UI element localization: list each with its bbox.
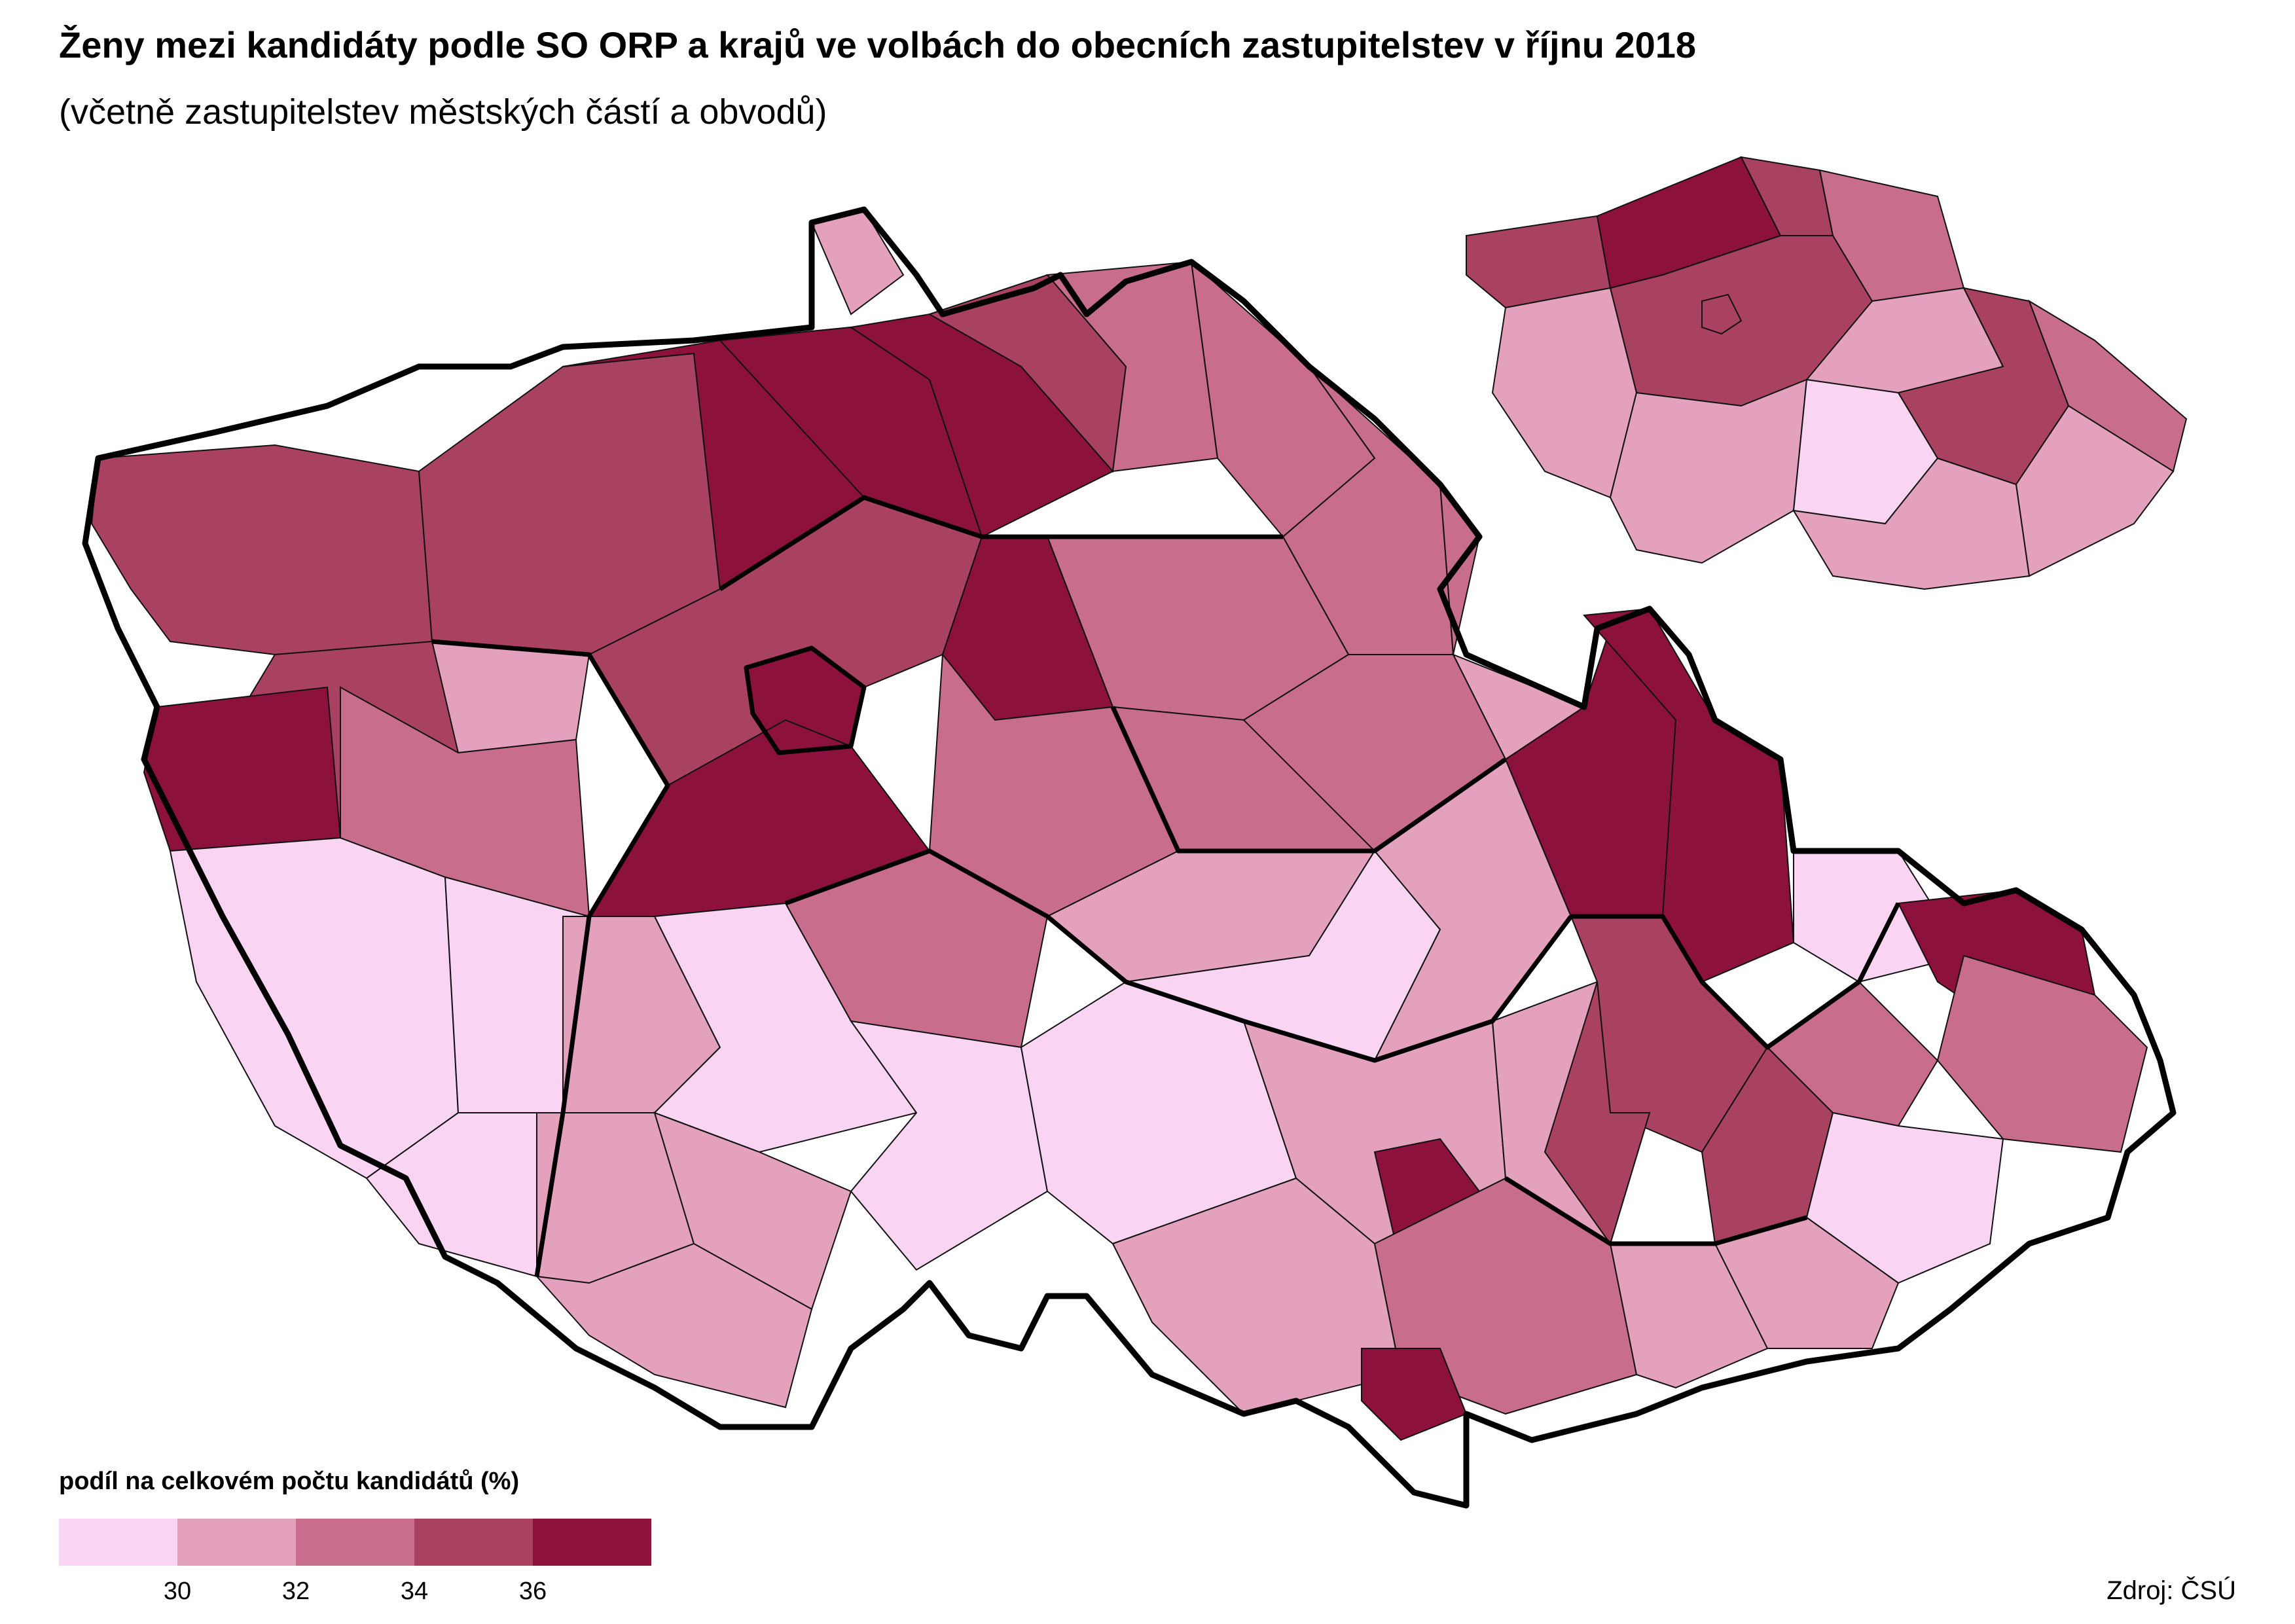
orp-layer xyxy=(90,208,2148,1441)
legend-tick-30: 30 xyxy=(163,1578,192,1605)
legend-tick-34: 34 xyxy=(400,1578,429,1605)
inset-jihocesky xyxy=(1609,378,1808,564)
legend-tick-36: 36 xyxy=(518,1578,547,1605)
inset-zlinsky xyxy=(2015,405,2175,577)
orp-cesky-krumlov xyxy=(535,1242,813,1409)
map-title: Ženy mezi kandidáty podle SO ORP a krajů… xyxy=(59,24,1697,65)
orp-cheb xyxy=(418,352,721,656)
orp-plzen-sever xyxy=(169,837,460,1180)
orp-tabor xyxy=(653,902,918,1153)
legend-tick-32: 32 xyxy=(281,1578,310,1605)
orp-decin-north xyxy=(810,208,905,316)
inset-map xyxy=(1466,156,2188,590)
legend-swatch-1 xyxy=(177,1519,296,1566)
inset-moravskoslezsky xyxy=(2028,299,2188,473)
legend-swatch-3 xyxy=(414,1519,533,1566)
legend-swatch-4 xyxy=(533,1519,651,1566)
state-border xyxy=(82,206,2177,1509)
orp-prostejov xyxy=(1544,981,1651,1246)
map-subtitle: (včetně zastupitelstev městských částí a… xyxy=(59,92,827,132)
kraj-boundaries xyxy=(431,495,1901,1277)
legend-swatch-2 xyxy=(296,1519,414,1566)
orp-tachov-north xyxy=(431,640,590,754)
orp-breclav xyxy=(1361,1348,1468,1441)
orp-ceske-budejovice xyxy=(653,1111,852,1310)
orp-domazlice xyxy=(143,686,342,852)
orp-karlovy-vary-west xyxy=(90,444,433,656)
legend-swatch-0 xyxy=(59,1519,177,1566)
inset-praha xyxy=(1701,293,1743,335)
orp-jindrichuv-hradec xyxy=(849,1020,1049,1271)
inset-plzensky xyxy=(1491,287,1638,499)
source-note: Zdroj: ČSÚ xyxy=(2106,1576,2236,1605)
legend-title: podíl na celkovém počtu kandidátů (%) xyxy=(59,1468,520,1495)
orp-frydek xyxy=(1936,954,2148,1153)
legend-bar xyxy=(59,1519,651,1566)
